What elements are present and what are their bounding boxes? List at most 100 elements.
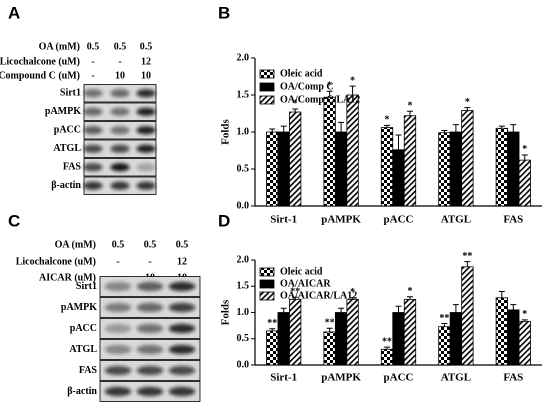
- blot-band: [168, 365, 196, 376]
- legend-label: OA/Comp C: [280, 81, 334, 92]
- band-label: pAMPK: [45, 106, 81, 117]
- bar: [277, 312, 290, 366]
- panel-letter: C: [8, 211, 20, 230]
- error-bar: [280, 125, 287, 132]
- bar: [461, 110, 474, 207]
- significance-mark: **: [267, 318, 277, 329]
- legend-label: OA/AICAR/LA12: [280, 290, 357, 301]
- y-tick-label: 0.0: [237, 359, 250, 370]
- significance-mark: **: [290, 287, 300, 298]
- x-tick-label: Sirt-1: [270, 372, 297, 384]
- x-tick-label: pAMPK: [321, 372, 361, 384]
- blot-band: [110, 107, 130, 116]
- blot-band: [136, 163, 156, 172]
- blot-band: [136, 302, 164, 313]
- blot-band: [136, 144, 156, 153]
- y-axis-label: Folds: [220, 299, 232, 325]
- blot-band: [136, 386, 164, 397]
- condition-value: -: [116, 256, 119, 267]
- error-bar: [521, 154, 528, 161]
- bar: [495, 127, 508, 207]
- bar: [449, 131, 463, 207]
- x-tick-label: pACC: [384, 372, 414, 384]
- blot-band: [136, 323, 164, 334]
- error-bar: [406, 110, 413, 116]
- significance-mark: *: [522, 144, 527, 155]
- significance-mark: **: [325, 318, 335, 329]
- bar: [507, 309, 520, 366]
- x-tick-label: FAS: [503, 372, 523, 384]
- bar: [380, 348, 394, 366]
- blot-band: [104, 386, 132, 397]
- condition-value: 0.5: [144, 239, 157, 250]
- error-bar: [395, 134, 402, 150]
- band-label: Sirt1: [76, 281, 97, 292]
- blot-band: [136, 89, 156, 98]
- legend-swatch: [259, 291, 275, 301]
- significance-mark: *: [407, 101, 412, 112]
- panel-letter: B: [218, 3, 230, 22]
- condition-value: 0.5: [112, 239, 125, 250]
- condition-label: OA (mM): [55, 239, 96, 250]
- blot-band: [136, 281, 164, 292]
- bar: [334, 131, 348, 207]
- error-bar: [406, 296, 413, 300]
- bar: [403, 298, 417, 366]
- significance-mark: *: [385, 115, 390, 126]
- condition-label: Compound C (uM): [0, 70, 80, 81]
- error-bar: [441, 323, 448, 327]
- legend-swatch: [259, 69, 275, 79]
- condition-value: -: [91, 56, 94, 67]
- bar: [495, 297, 508, 366]
- y-tick-label: 1.5: [237, 281, 250, 292]
- blot-band: [110, 89, 130, 98]
- band-label: pACC: [70, 323, 97, 334]
- blot-band: [110, 126, 130, 135]
- condition-label: AICAR (uM): [39, 272, 96, 283]
- error-bar: [280, 307, 287, 313]
- legend-swatch: [259, 279, 275, 289]
- y-tick-label: 2.0: [237, 52, 250, 63]
- bar: [438, 132, 451, 207]
- bar: [346, 94, 359, 207]
- significance-mark: *: [350, 287, 355, 298]
- x-tick-label: ATGL: [441, 214, 471, 226]
- panel-letter: A: [8, 3, 20, 22]
- bar: [461, 266, 474, 366]
- bar: [449, 312, 463, 366]
- error-bar: [464, 261, 471, 267]
- condition-value: 0.5: [87, 41, 100, 52]
- error-bar: [510, 124, 517, 132]
- blot-band: [110, 144, 130, 153]
- bar: [289, 111, 302, 207]
- significance-mark: *: [522, 309, 527, 320]
- blot-band: [83, 181, 103, 190]
- error-bar: [441, 130, 448, 133]
- blot-band: [83, 107, 103, 116]
- band-label: ATGL: [53, 143, 81, 154]
- error-bar: [510, 304, 517, 310]
- y-tick-label: 1.0: [237, 307, 250, 318]
- y-tick-label: 0.5: [237, 163, 250, 174]
- error-bar: [292, 296, 299, 300]
- error-bar: [349, 85, 356, 95]
- condition-value: 0.5: [140, 41, 153, 52]
- condition-value: -: [118, 56, 121, 67]
- bar: [277, 131, 290, 207]
- blot-band: [168, 281, 196, 292]
- x-tick-label: Sirt-1: [270, 214, 297, 226]
- error-bar: [269, 328, 276, 331]
- bar: [323, 331, 336, 366]
- error-bar: [269, 128, 276, 132]
- bar: [518, 159, 531, 207]
- legend-label: OA/AICAR: [280, 278, 331, 289]
- bar: [392, 312, 405, 366]
- y-tick-label: 0.0: [237, 200, 250, 211]
- blot-band: [168, 386, 196, 397]
- bar: [289, 298, 302, 366]
- blot-band: [104, 302, 132, 313]
- blot-band: [83, 163, 103, 172]
- band-label: ATGL: [69, 344, 97, 355]
- condition-label: Licochalcone (uM): [0, 56, 80, 67]
